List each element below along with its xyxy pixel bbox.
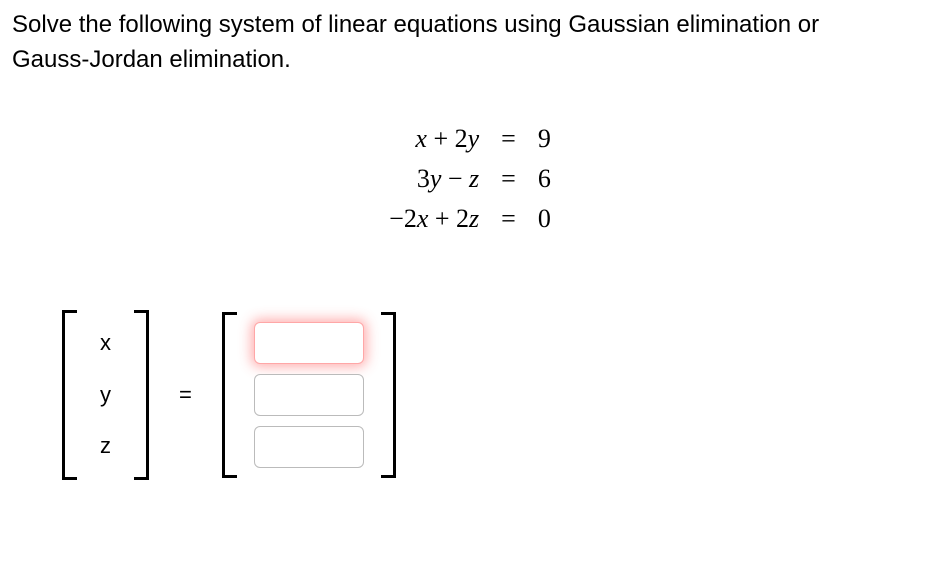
equation-row: 3y − z = 6 <box>379 160 561 198</box>
equation-rhs: 0 <box>528 200 561 238</box>
left-bracket-icon <box>62 310 78 480</box>
right-bracket-icon <box>380 312 396 478</box>
equals-sign: = <box>491 200 526 238</box>
equals-sign: = <box>491 120 526 158</box>
equation-rhs: 6 <box>528 160 561 198</box>
equation-rhs: 9 <box>528 120 561 158</box>
answer-area: x y z = <box>12 310 928 480</box>
answer-input-z[interactable] <box>254 426 364 468</box>
answer-vector <box>222 312 396 478</box>
variable-label-z: z <box>100 425 111 467</box>
equation-system: x + 2y = 9 3y − z = 6 −2x + 2z = 0 <box>12 118 928 240</box>
variable-vector: x y z <box>62 310 149 480</box>
variable-label-x: x <box>100 322 111 364</box>
equation-row: −2x + 2z = 0 <box>379 200 561 238</box>
answer-input-x[interactable] <box>254 322 364 364</box>
right-bracket-icon <box>133 310 149 480</box>
prompt-line-2: Gauss-Jordan elimination. <box>12 46 291 73</box>
left-bracket-icon <box>222 312 238 478</box>
answer-input-y[interactable] <box>254 374 364 416</box>
equation-row: x + 2y = 9 <box>379 120 561 158</box>
vector-equals: = <box>179 382 192 408</box>
prompt-line-1: Solve the following system of linear equ… <box>12 11 819 38</box>
variable-label-y: y <box>100 374 111 416</box>
question-prompt: Solve the following system of linear equ… <box>12 8 928 78</box>
equals-sign: = <box>491 160 526 198</box>
